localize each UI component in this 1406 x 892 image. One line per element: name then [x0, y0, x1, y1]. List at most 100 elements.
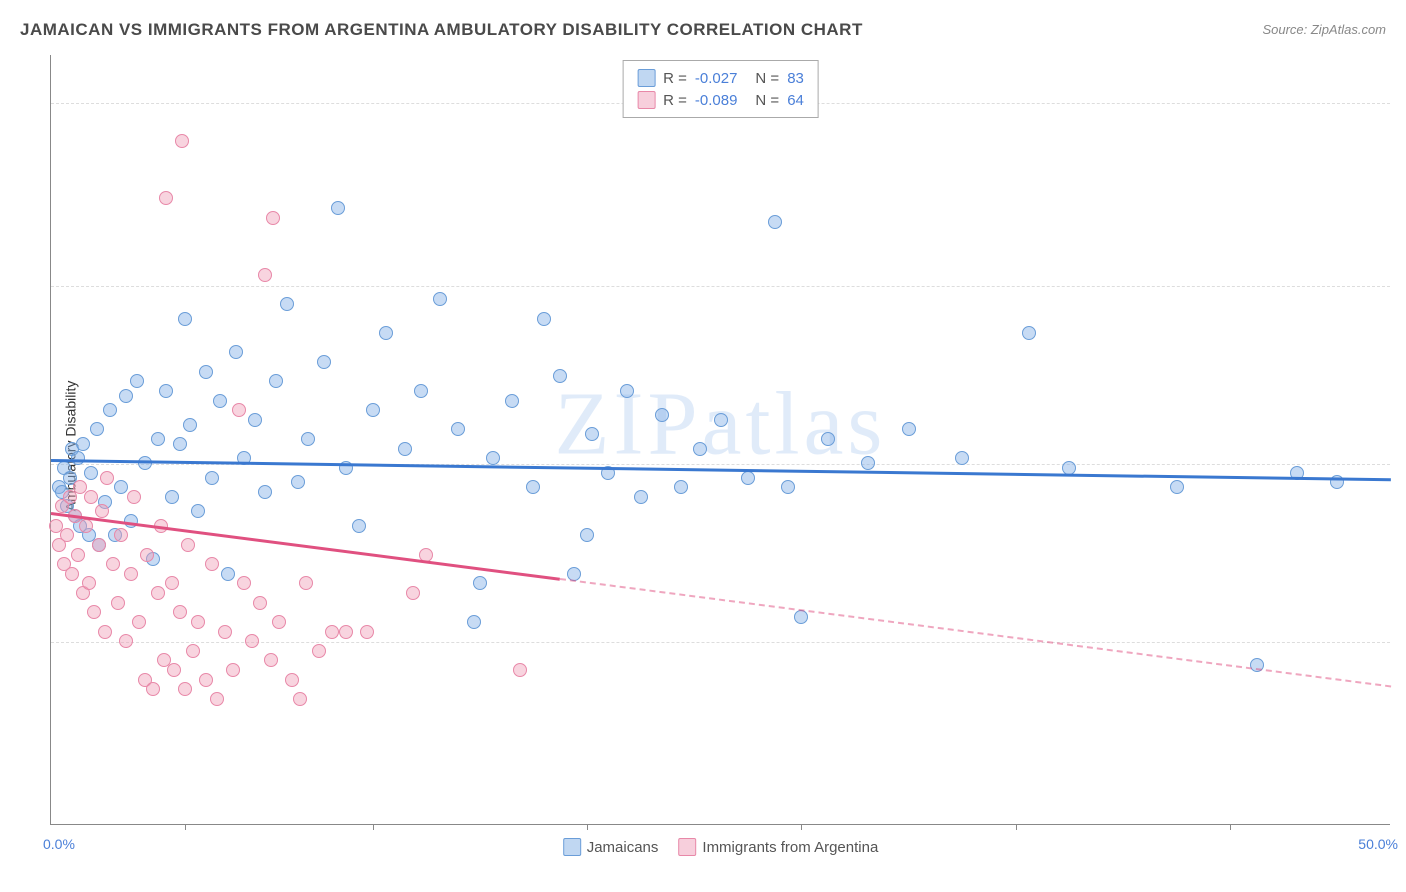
- data-point: [291, 475, 305, 489]
- x-max-label: 50.0%: [1358, 836, 1398, 852]
- data-point: [620, 384, 634, 398]
- data-point: [213, 394, 227, 408]
- data-point: [467, 615, 481, 629]
- swatch-blue: [637, 69, 655, 87]
- trend-line: [51, 459, 1391, 481]
- data-point: [379, 326, 393, 340]
- data-point: [95, 504, 109, 518]
- data-point: [167, 663, 181, 677]
- data-point: [65, 567, 79, 581]
- data-point: [505, 394, 519, 408]
- data-point: [280, 297, 294, 311]
- data-point: [103, 403, 117, 417]
- swatch-pink: [678, 838, 696, 856]
- data-point: [655, 408, 669, 422]
- legend-item: Jamaicans: [563, 838, 659, 856]
- chart-title: JAMAICAN VS IMMIGRANTS FROM ARGENTINA AM…: [20, 20, 863, 40]
- data-point: [186, 644, 200, 658]
- data-point: [339, 625, 353, 639]
- data-point: [173, 605, 187, 619]
- data-point: [205, 557, 219, 571]
- r-label: R =: [663, 92, 687, 109]
- data-point: [114, 528, 128, 542]
- data-point: [1170, 480, 1184, 494]
- data-point: [293, 692, 307, 706]
- swatch-blue: [563, 838, 581, 856]
- data-point: [92, 538, 106, 552]
- data-point: [90, 422, 104, 436]
- data-point: [130, 374, 144, 388]
- data-point: [146, 682, 160, 696]
- data-point: [317, 355, 331, 369]
- series-legend: Jamaicans Immigrants from Argentina: [563, 838, 879, 856]
- data-point: [106, 557, 120, 571]
- gridline: [51, 286, 1390, 287]
- swatch-pink: [637, 91, 655, 109]
- legend-row: R = -0.027 N = 83: [637, 67, 804, 89]
- data-point: [245, 634, 259, 648]
- legend-label: Jamaicans: [587, 839, 659, 856]
- n-label: N =: [755, 92, 779, 109]
- data-point: [237, 576, 251, 590]
- data-point: [173, 437, 187, 451]
- data-point: [1022, 326, 1036, 340]
- data-point: [199, 365, 213, 379]
- data-point: [221, 567, 235, 581]
- data-point: [258, 268, 272, 282]
- data-point: [955, 451, 969, 465]
- x-tick: [373, 824, 374, 830]
- x-tick: [801, 824, 802, 830]
- data-point: [674, 480, 688, 494]
- data-point: [253, 596, 267, 610]
- data-point: [205, 471, 219, 485]
- data-point: [151, 586, 165, 600]
- x-tick: [1230, 824, 1231, 830]
- x-min-label: 0.0%: [43, 836, 75, 852]
- n-label: N =: [755, 70, 779, 87]
- data-point: [398, 442, 412, 456]
- data-point: [301, 432, 315, 446]
- data-point: [299, 576, 313, 590]
- data-point: [264, 653, 278, 667]
- data-point: [451, 422, 465, 436]
- data-point: [537, 312, 551, 326]
- data-point: [178, 312, 192, 326]
- data-point: [159, 384, 173, 398]
- data-point: [191, 615, 205, 629]
- data-point: [693, 442, 707, 456]
- data-point: [861, 456, 875, 470]
- r-label: R =: [663, 70, 687, 87]
- data-point: [331, 201, 345, 215]
- data-point: [714, 413, 728, 427]
- data-point: [473, 576, 487, 590]
- data-point: [114, 480, 128, 494]
- data-point: [191, 504, 205, 518]
- data-point: [119, 389, 133, 403]
- data-point: [526, 480, 540, 494]
- data-point: [585, 427, 599, 441]
- data-point: [76, 437, 90, 451]
- data-point: [165, 576, 179, 590]
- r-value: -0.089: [695, 92, 738, 109]
- data-point: [486, 451, 500, 465]
- data-point: [266, 211, 280, 225]
- data-point: [794, 610, 808, 624]
- data-point: [60, 528, 74, 542]
- data-point: [100, 471, 114, 485]
- data-point: [272, 615, 286, 629]
- data-point: [741, 471, 755, 485]
- data-point: [181, 538, 195, 552]
- data-point: [513, 663, 527, 677]
- data-point: [902, 422, 916, 436]
- data-point: [175, 134, 189, 148]
- data-point: [325, 625, 339, 639]
- data-point: [84, 466, 98, 480]
- data-point: [71, 548, 85, 562]
- data-point: [366, 403, 380, 417]
- data-point: [151, 432, 165, 446]
- data-point: [119, 634, 133, 648]
- data-point: [178, 682, 192, 696]
- data-point: [768, 215, 782, 229]
- data-point: [312, 644, 326, 658]
- plot-area: ZIPatlas R = -0.027 N = 83 R = -0.089 N …: [50, 55, 1390, 825]
